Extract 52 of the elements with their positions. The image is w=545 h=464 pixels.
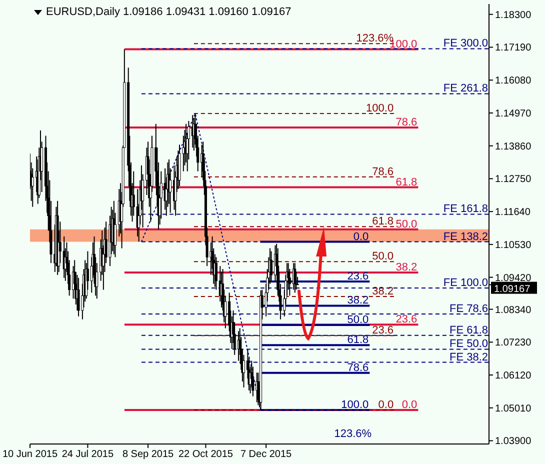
annotation: 100.0 xyxy=(366,102,394,115)
y-tick-label: 1.08340 xyxy=(495,304,532,316)
x-tick-label: 22 Oct 2015 xyxy=(178,449,234,460)
annotation: FE 50.0 xyxy=(449,338,488,350)
annotation: 123.6% xyxy=(334,428,372,440)
annotation: 78.6 xyxy=(396,116,418,128)
x-tick-label: 8 Sep 2015 xyxy=(122,449,174,460)
annotation: 23.6 xyxy=(372,324,394,337)
x-tick-label: 7 Dec 2015 xyxy=(240,449,292,460)
y-tick-label: 1.16080 xyxy=(495,76,532,87)
annotation: FE 138.2 xyxy=(443,230,488,243)
y-tick-label: 1.07230 xyxy=(495,338,532,349)
annotation: FE 78.6 xyxy=(449,303,488,316)
y-tick-label: 1.06120 xyxy=(495,370,532,382)
y-tick-label: 1.10530 xyxy=(495,240,532,251)
annotation: 23.6 xyxy=(396,314,418,326)
annotation: 78.6 xyxy=(347,362,369,374)
y-tick-label: 1.11640 xyxy=(495,207,531,218)
annotation: 78.6 xyxy=(372,166,394,178)
y-tick-label: 1.18300 xyxy=(495,10,532,21)
annotation: FE 261.8 xyxy=(443,82,488,95)
annotation: FE 61.8 xyxy=(449,324,488,336)
y-tick-label: 1.03900 xyxy=(495,436,532,448)
annotation: 100.0 xyxy=(341,398,369,411)
annotation: 38.2 xyxy=(347,294,369,307)
y-tick-label: 1.14970 xyxy=(495,108,532,120)
annotation: 61.8 xyxy=(347,334,369,346)
y-tick-label: 1.09420 xyxy=(495,272,532,284)
annotation: 50.0 xyxy=(396,218,418,230)
x-tick-label: 24 Jul 2015 xyxy=(62,449,114,460)
annotation: 50.0 xyxy=(372,250,394,263)
annotation: 50.0 xyxy=(347,314,369,326)
chart-title: EURUSD,Daily 1.09186 1.09431 1.09160 1.09167 xyxy=(46,6,292,18)
y-tick-label: 1.13860 xyxy=(495,141,532,152)
annotation: FE 100.0 xyxy=(443,276,488,289)
y-tick-label: 1.12750 xyxy=(495,174,532,186)
annotation: FE 300.0 xyxy=(443,38,488,50)
annotation: 123.6% xyxy=(356,32,394,45)
y-tick-label: 1.17190 xyxy=(495,42,532,54)
annotation: 23.6 xyxy=(347,270,369,282)
annotation: FE 38.2 xyxy=(449,351,488,364)
annotation: 61.8 xyxy=(396,176,418,188)
annotation: FE 161.8 xyxy=(443,203,488,216)
annotation: 38.2 xyxy=(396,262,418,274)
y-tick-label: 1.09167 xyxy=(494,284,531,295)
annotation: 0.0 xyxy=(353,230,369,243)
annotation: 61.8 xyxy=(372,216,394,228)
x-tick-label: 10 Jun 2015 xyxy=(2,449,58,460)
annotation: 0.0 xyxy=(378,398,394,411)
y-tick-label: 1.05010 xyxy=(495,403,532,414)
annotation: 38.2 xyxy=(372,286,394,298)
annotation: 0.0 xyxy=(402,398,418,411)
